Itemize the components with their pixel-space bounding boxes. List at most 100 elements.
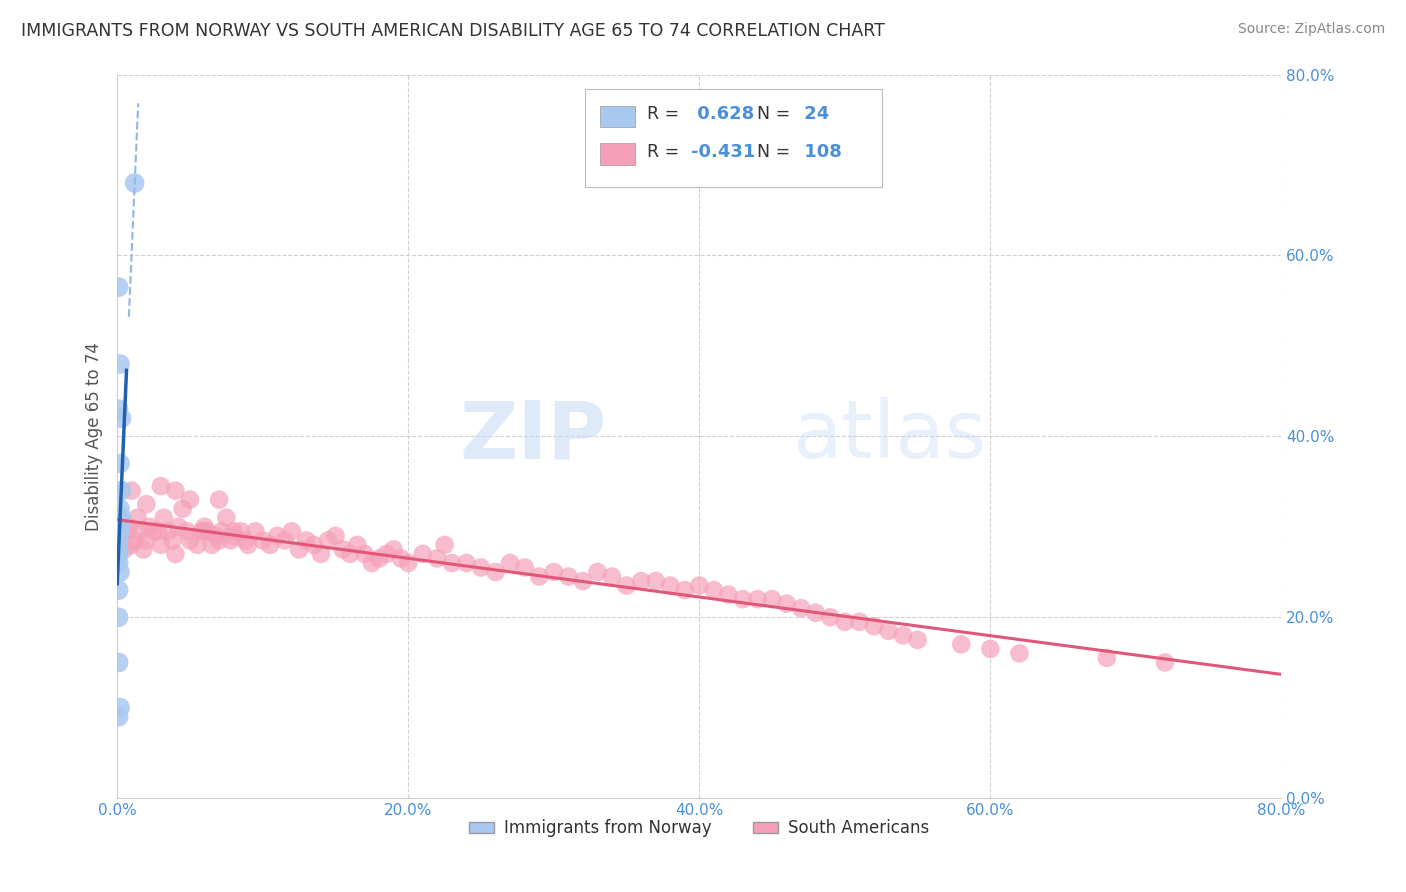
Legend: Immigrants from Norway, South Americans: Immigrants from Norway, South Americans <box>463 813 936 844</box>
Point <box>499 556 522 570</box>
Text: N =: N = <box>745 105 796 123</box>
Point <box>950 637 973 651</box>
Point <box>630 574 652 588</box>
Point <box>747 592 769 607</box>
Point <box>346 538 368 552</box>
Point <box>108 457 131 471</box>
Point <box>325 529 347 543</box>
Point <box>108 357 131 371</box>
Point <box>543 565 565 579</box>
FancyBboxPatch shape <box>600 105 636 128</box>
Point <box>219 533 242 548</box>
Point <box>193 520 215 534</box>
Point <box>295 533 318 548</box>
Point <box>127 510 149 524</box>
Point <box>149 479 172 493</box>
Text: atlas: atlas <box>793 397 987 475</box>
Point <box>208 533 231 548</box>
Point <box>107 542 129 557</box>
Point <box>470 560 492 574</box>
Point <box>110 411 132 425</box>
Point <box>107 533 129 548</box>
Point <box>167 520 190 534</box>
Point <box>316 533 339 548</box>
Point <box>165 547 187 561</box>
Point <box>659 578 682 592</box>
Text: 108: 108 <box>799 143 842 161</box>
Point <box>118 520 141 534</box>
Point <box>332 542 354 557</box>
Point <box>238 538 260 552</box>
Point <box>877 624 900 638</box>
Point <box>273 533 295 548</box>
Point <box>108 700 131 714</box>
Point <box>820 610 842 624</box>
Point <box>281 524 304 539</box>
Point <box>108 501 131 516</box>
Point <box>1008 647 1031 661</box>
Point <box>863 619 886 633</box>
Point <box>108 515 131 529</box>
Point <box>368 551 391 566</box>
Point <box>135 533 157 548</box>
Point <box>572 574 595 588</box>
Point <box>193 524 215 539</box>
Point <box>375 547 398 561</box>
Point <box>107 547 129 561</box>
Point <box>149 538 172 552</box>
Point <box>179 492 201 507</box>
Point <box>107 556 129 570</box>
Point <box>186 538 208 552</box>
Point <box>484 565 506 579</box>
Point <box>433 538 456 552</box>
Point <box>197 524 219 539</box>
Text: -0.431: -0.431 <box>692 143 755 161</box>
Point <box>775 597 797 611</box>
Point <box>302 538 325 552</box>
Point <box>644 574 666 588</box>
Text: 0.628: 0.628 <box>692 105 755 123</box>
Point <box>731 592 754 607</box>
Point <box>412 547 434 561</box>
Point <box>172 501 194 516</box>
Point <box>107 520 129 534</box>
Point <box>176 524 198 539</box>
Point <box>124 533 146 548</box>
Point <box>132 542 155 557</box>
Point <box>165 483 187 498</box>
Point <box>513 560 536 574</box>
Point <box>360 556 382 570</box>
Y-axis label: Disability Age 65 to 74: Disability Age 65 to 74 <box>86 342 103 531</box>
Point <box>146 524 169 539</box>
Point <box>115 524 138 539</box>
Point <box>233 533 256 548</box>
Point <box>790 601 813 615</box>
Point <box>222 529 245 543</box>
Text: R =: R = <box>647 143 685 161</box>
Point <box>1154 656 1177 670</box>
Point <box>426 551 449 566</box>
Point <box>138 520 160 534</box>
Point <box>891 628 914 642</box>
Point <box>382 542 405 557</box>
Point <box>135 497 157 511</box>
Point <box>586 565 609 579</box>
Point <box>288 542 311 557</box>
Point <box>108 524 131 539</box>
Point <box>456 556 478 570</box>
Point <box>110 483 132 498</box>
Point <box>110 510 132 524</box>
Point <box>107 583 129 598</box>
Point <box>353 547 375 561</box>
Point <box>121 483 143 498</box>
Point <box>979 641 1001 656</box>
Point <box>229 524 252 539</box>
Point <box>108 565 131 579</box>
Point <box>804 606 827 620</box>
Text: ZIP: ZIP <box>458 397 606 475</box>
Point <box>389 551 412 566</box>
Point <box>252 533 274 548</box>
Point <box>162 533 184 548</box>
Point <box>124 176 146 190</box>
Point <box>215 510 238 524</box>
